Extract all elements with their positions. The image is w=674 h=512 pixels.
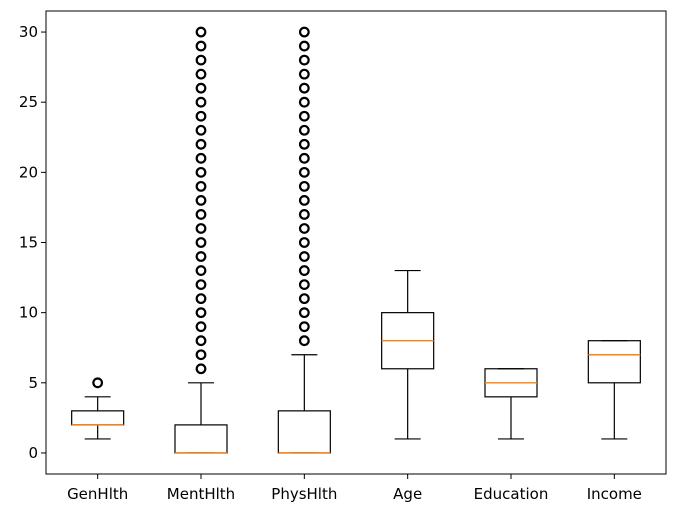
flier-point [195,265,207,276]
plot-marks [71,26,641,454]
flier-point [298,335,310,347]
x-tick-label: MentHlth [167,485,235,503]
flier-point [298,279,310,290]
flier-point [195,54,207,66]
y-tick-label: 5 [28,374,38,392]
flier-point [195,124,207,136]
flier-point [195,82,207,94]
box-group [484,368,538,440]
flier-point [298,26,310,38]
y-tick-label: 15 [19,234,38,252]
flier-point [298,152,310,164]
x-tick-label: GenHlth [67,485,128,503]
flier-point [298,124,310,136]
flier-point [298,321,310,333]
flier-point [195,96,207,108]
flier-point [195,110,207,122]
flier-point [298,166,310,178]
x-axis: GenHlth MentHlth PhysHlth Age Education Incom… [67,474,642,503]
flier-point [298,40,310,52]
box-group [71,377,125,440]
box [174,424,228,454]
flier-point [195,195,207,206]
flier-point [298,82,310,94]
flier-point [195,335,207,347]
flier-point [195,138,207,150]
flier-point [298,54,310,66]
flier-point [298,209,310,220]
box-group [174,26,228,454]
flier-point [195,363,207,375]
flier-point [195,293,207,305]
flier-point [298,265,310,276]
flier-point [195,68,207,80]
flier-point [195,349,207,361]
flier-point [195,279,207,290]
x-tick-label: PhysHlth [271,485,337,503]
y-tick-label: 30 [19,23,38,41]
y-tick-label: 10 [19,304,38,322]
flier-point [298,237,310,248]
flier-point [92,377,104,389]
box-group [381,269,435,440]
flier-point [195,321,207,333]
flier-point [298,110,310,122]
flier-point [195,251,207,262]
box [587,340,641,384]
x-tick-label: Age [393,485,422,503]
flier-point [298,68,310,80]
flier-point [298,293,310,305]
x-tick-label: Education [474,485,549,503]
y-tick-label: 20 [19,163,38,181]
flier-point [298,138,310,150]
axes-frame [45,10,667,475]
flier-point [195,307,207,319]
box-group [277,26,331,454]
box [71,410,125,426]
box [277,410,331,454]
flier-point [195,209,207,220]
flier-point [195,223,207,234]
flier-point [298,251,310,262]
box-group [587,340,641,440]
flier-point [298,180,310,192]
flier-point [195,152,207,164]
flier-point [298,195,310,206]
flier-point [195,26,207,38]
flier-point [298,96,310,108]
flier-point [298,307,310,319]
flier-point [195,166,207,178]
y-axis: 0 5 10 15 20 25 30 [19,23,46,462]
x-tick-label: Income [587,485,642,503]
flier-point [195,237,207,248]
flier-point [298,223,310,234]
y-tick-label: 25 [19,93,38,111]
flier-point [195,180,207,192]
y-tick-label: 0 [28,444,38,462]
flier-point [195,40,207,52]
